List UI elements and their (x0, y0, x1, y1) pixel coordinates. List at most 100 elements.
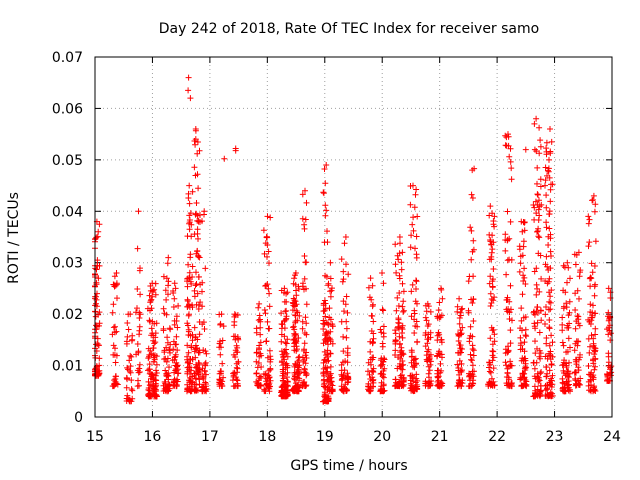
data-point (534, 191, 541, 198)
data-point (324, 228, 330, 235)
data-point (303, 320, 310, 327)
data-point (506, 153, 513, 160)
data-point (345, 271, 352, 278)
data-point (414, 300, 420, 307)
data-point (253, 349, 260, 356)
data-point (175, 302, 182, 309)
data-point (366, 294, 373, 301)
data-point (322, 180, 329, 187)
data-point (262, 387, 269, 394)
data-point (559, 327, 566, 334)
data-point (399, 330, 405, 336)
data-point (377, 371, 384, 377)
data-point (563, 349, 570, 356)
data-point (534, 304, 541, 311)
x-tick-label: 15 (86, 429, 104, 445)
data-point (548, 181, 554, 188)
data-point (424, 336, 431, 343)
data-point (184, 370, 191, 377)
data-point (535, 233, 542, 240)
data-point (147, 307, 153, 314)
x-tick-label: 19 (316, 429, 334, 445)
data-point (231, 322, 238, 329)
data-point (604, 326, 610, 333)
data-point (191, 324, 198, 331)
data-point (522, 332, 529, 339)
data-point (264, 318, 271, 325)
data-point (576, 273, 583, 280)
data-point (459, 324, 466, 331)
data-point (380, 358, 387, 365)
data-point (531, 268, 538, 275)
data-point (292, 331, 299, 338)
data-point (490, 266, 497, 272)
data-point (150, 383, 157, 390)
data-point (400, 351, 407, 358)
data-point (456, 377, 463, 384)
data-point (530, 393, 537, 400)
data-point (522, 381, 528, 388)
data-point (549, 372, 556, 379)
data-point (503, 271, 510, 278)
data-point (292, 298, 299, 305)
data-point (344, 370, 351, 377)
data-point (301, 253, 308, 259)
data-point (146, 292, 153, 299)
data-point (589, 269, 596, 276)
data-point (411, 330, 418, 336)
data-point (592, 281, 599, 288)
data-point (487, 335, 494, 342)
data-point (455, 382, 462, 389)
data-point (377, 326, 384, 333)
data-point (489, 210, 496, 217)
data-point (189, 304, 196, 311)
data-point (267, 377, 274, 384)
data-point (320, 317, 327, 324)
data-point (532, 338, 538, 345)
data-point (399, 350, 406, 357)
data-point (233, 349, 240, 356)
data-point (282, 364, 289, 371)
data-point (278, 338, 285, 345)
data-point (343, 325, 350, 332)
data-point (530, 359, 537, 366)
data-point (380, 367, 387, 374)
data-point (195, 185, 202, 192)
data-point (289, 307, 296, 314)
data-point (147, 347, 154, 354)
data-point (174, 324, 181, 331)
data-point (547, 126, 553, 132)
data-point (151, 340, 158, 347)
data-point (136, 331, 143, 338)
data-point (465, 309, 472, 316)
data-point (536, 353, 543, 360)
data-point (321, 383, 327, 390)
data-point (153, 353, 160, 360)
x-tick-label: 21 (431, 429, 449, 445)
data-point (586, 239, 593, 246)
data-point (114, 295, 120, 302)
data-point (165, 254, 172, 261)
data-point (192, 342, 199, 349)
data-point (574, 313, 581, 319)
data-point (517, 260, 524, 267)
data-point (535, 217, 542, 223)
data-point (505, 374, 512, 381)
y-tick-label: 0.05 (52, 153, 83, 169)
data-point (410, 214, 417, 221)
data-point (544, 172, 550, 179)
data-point (185, 74, 192, 81)
data-point (412, 355, 419, 362)
data-point (520, 238, 527, 245)
data-point (408, 353, 415, 360)
data-point (321, 321, 328, 328)
data-point (112, 345, 118, 352)
data-point (290, 323, 297, 330)
data-point (150, 332, 157, 339)
data-point (135, 369, 142, 376)
data-point (407, 244, 414, 251)
data-point (93, 234, 100, 241)
data-point (396, 325, 402, 332)
data-point (564, 373, 571, 380)
